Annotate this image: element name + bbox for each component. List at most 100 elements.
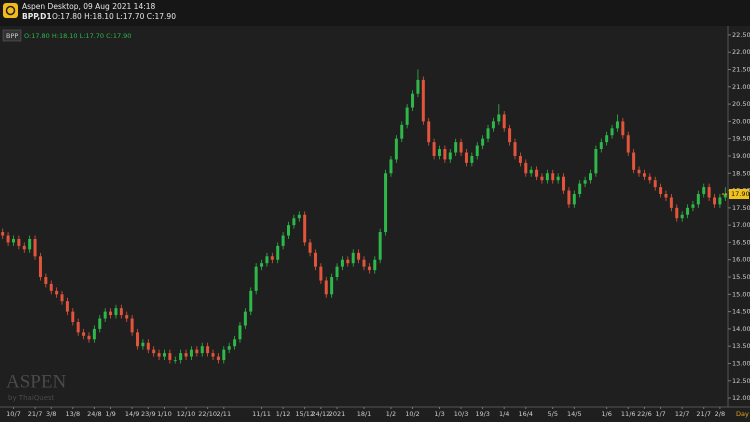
candle-body	[55, 290, 59, 295]
candle-body	[6, 235, 10, 243]
candle-body	[443, 149, 447, 160]
x-tick-label: 1/10	[157, 410, 172, 418]
candle-body	[481, 138, 485, 146]
y-tick-label: 15.50	[732, 273, 750, 281]
x-tick-label: 14/5	[567, 410, 582, 418]
x-tick-label: 1/2	[386, 410, 396, 418]
x-tick-label: 22/6	[637, 410, 652, 418]
candle-body	[351, 252, 355, 264]
y-tick-label: 13.50	[732, 342, 750, 350]
candle-body	[551, 173, 555, 181]
candle-body	[664, 194, 668, 198]
candle-body	[173, 360, 177, 361]
candle-body	[621, 121, 625, 136]
candle-body	[22, 245, 26, 250]
candle-body	[346, 259, 350, 264]
timeframe[interactable]: Day	[736, 410, 749, 418]
candle-body	[276, 245, 280, 260]
x-tick-label: 22/10	[198, 410, 217, 418]
candle-body	[92, 328, 96, 340]
x-tick-label: 24/12	[311, 410, 330, 418]
candle-body	[357, 252, 361, 260]
y-tick-label: 12.00	[732, 394, 750, 402]
candle-body	[632, 152, 636, 170]
candle-body	[1, 232, 5, 236]
top-bar	[0, 0, 750, 26]
candle-body	[162, 353, 166, 357]
candle-body	[33, 238, 37, 257]
x-tick-label: 19/3	[475, 410, 490, 418]
candle-body	[502, 114, 506, 129]
candle-body	[216, 356, 220, 361]
y-tick-label: 19.50	[732, 135, 750, 143]
candle-body	[222, 349, 226, 361]
y-tick-label: 18.50	[732, 169, 750, 177]
y-tick-label: 17.00	[732, 221, 750, 229]
candle-body	[562, 176, 566, 191]
symbol-tag	[2, 29, 22, 42]
window-title: Aspen Desktop, 09 Aug 2021 14:18	[22, 2, 156, 11]
last-price-tag	[729, 189, 749, 200]
x-tick-label: 23/9	[141, 410, 156, 418]
candle-body	[152, 349, 156, 354]
x-tick-label: 21/7	[696, 410, 711, 418]
y-tick-label: 15.00	[732, 290, 750, 298]
candle-body	[136, 332, 140, 347]
y-tick-label: 19.00	[732, 152, 750, 160]
candle-body	[384, 173, 388, 233]
candle-body	[44, 277, 48, 284]
x-tick-label: 1/4	[499, 410, 509, 418]
candle-body	[330, 277, 334, 295]
candle-body	[491, 121, 495, 129]
y-tick-label: 20.00	[732, 117, 750, 125]
y-tick-label: 14.50	[732, 308, 750, 316]
candle-body	[610, 128, 614, 136]
y-tick-label: 13.00	[732, 359, 750, 367]
candle-body	[556, 176, 560, 181]
x-tick-label: 11/11	[252, 410, 271, 418]
x-tick-label: 21/7	[28, 410, 43, 418]
candle-body	[718, 197, 722, 205]
x-tick-label: 16/4	[518, 410, 533, 418]
candle-body	[421, 79, 425, 122]
candle-body	[28, 238, 32, 250]
candle-body	[405, 107, 409, 125]
watermark: ASPEN	[6, 371, 66, 392]
candle-body	[87, 335, 91, 340]
candle-body	[114, 308, 118, 316]
x-tick-label: 2021	[329, 410, 346, 418]
candle-body	[448, 152, 452, 160]
x-tick-label: 14/9	[125, 410, 140, 418]
candle-body	[195, 349, 199, 354]
candle-body	[71, 311, 75, 322]
candle-body	[238, 325, 242, 340]
candle-body	[254, 266, 258, 291]
candle-body	[65, 301, 69, 312]
candle-body	[518, 155, 522, 163]
y-tick-label: 22.50	[732, 31, 750, 39]
candle-body	[529, 169, 533, 174]
candle-body	[189, 349, 193, 357]
candle-body	[400, 124, 404, 139]
y-tick-label: 16.00	[732, 256, 750, 264]
candle-body	[464, 152, 468, 163]
candle-body	[599, 142, 603, 150]
candle-body	[367, 266, 371, 271]
candle-body	[233, 339, 237, 347]
candle-body	[60, 294, 64, 302]
candle-body	[308, 242, 312, 253]
candle-body	[157, 353, 161, 357]
candle-body	[340, 259, 344, 267]
candle-body	[723, 194, 727, 198]
candle-body	[648, 176, 652, 181]
candle-body	[49, 283, 53, 291]
app-logo[interactable]	[3, 3, 18, 18]
y-tick-label: 17.50	[732, 204, 750, 212]
candle-body	[659, 187, 663, 195]
x-tick-label: 15/12	[295, 410, 314, 418]
x-tick-label: 13/8	[65, 410, 80, 418]
candle-body	[82, 332, 86, 336]
candle-body	[486, 128, 490, 139]
y-tick-label: 14.00	[732, 325, 750, 333]
